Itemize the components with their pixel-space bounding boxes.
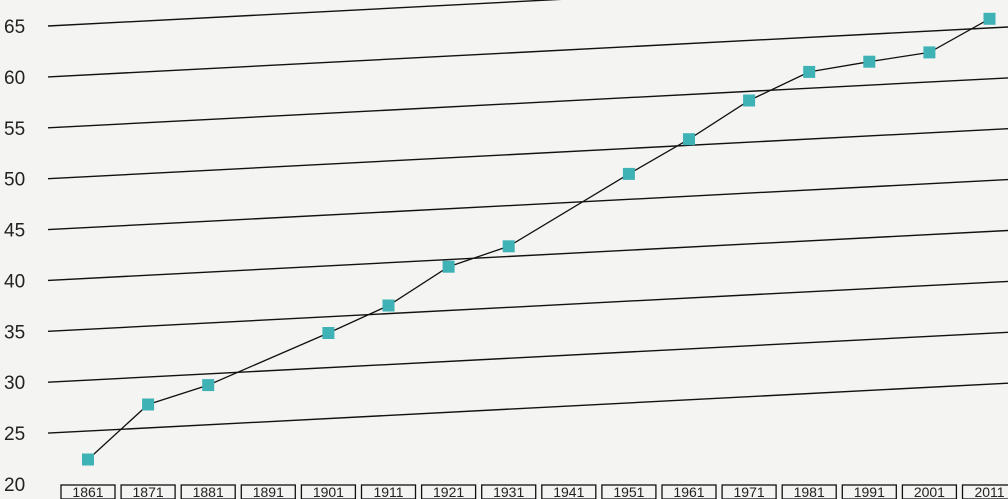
x-tick-label-1861: 1861 xyxy=(72,484,103,499)
x-tick-label-1931: 1931 xyxy=(493,484,524,499)
x-tick-label-2001: 2001 xyxy=(914,484,945,499)
grid-line-65 xyxy=(47,0,562,27)
y-tick-label-30: 30 xyxy=(4,373,25,394)
x-label-box-2011 xyxy=(961,484,1008,499)
grid-line-40 xyxy=(47,229,1008,282)
x-label-box-1911 xyxy=(360,484,417,499)
x-tick-label-1951: 1951 xyxy=(613,484,644,499)
data-point-1981 xyxy=(803,65,816,78)
data-point-1931 xyxy=(502,240,515,253)
grid-line-55 xyxy=(47,77,1008,129)
x-tick-label-1881: 1881 xyxy=(193,484,224,499)
data-point-1871 xyxy=(142,398,155,411)
data-point-2001 xyxy=(923,46,936,59)
x-tick-label-1991: 1991 xyxy=(854,484,885,499)
x-tick-label-1871: 1871 xyxy=(133,484,164,499)
y-tick-label-25: 25 xyxy=(4,424,25,445)
y-tick-label-65: 65 xyxy=(4,17,25,38)
x-label-box-1971 xyxy=(721,484,777,499)
data-point-1961 xyxy=(683,133,695,146)
x-label-box-1981 xyxy=(781,484,837,499)
x-label-box-1931 xyxy=(481,484,537,499)
y-tick-label-40: 40 xyxy=(4,271,25,292)
data-point-1921 xyxy=(442,260,455,273)
y-axis-ticks: 20 25 30 35 40 45 50 55 60 65 xyxy=(4,17,25,496)
data-point-1971 xyxy=(743,94,756,107)
x-label-box-1861 xyxy=(60,484,116,499)
x-label-box-1891 xyxy=(240,484,296,499)
x-axis-labels: 1861 1871 1881 1891 1901 1911 1921 1931 1941 1951… xyxy=(60,484,1008,499)
x-label-box-1901 xyxy=(300,484,357,499)
x-label-box-2001 xyxy=(901,484,958,499)
y-tick-label-50: 50 xyxy=(4,170,25,191)
x-tick-label-2011: 2011 xyxy=(974,484,1004,499)
grid-lines xyxy=(47,0,1008,434)
y-tick-label-35: 35 xyxy=(4,322,25,343)
data-point-1991 xyxy=(863,55,876,68)
grid-line-30 xyxy=(47,331,1008,383)
x-label-box-1951 xyxy=(601,484,657,499)
x-label-box-1921 xyxy=(420,484,477,499)
y-tick-label-45: 45 xyxy=(4,221,25,242)
series-line xyxy=(87,18,990,460)
series-markers xyxy=(82,12,996,466)
grid-line-50 xyxy=(47,128,1008,180)
x-tick-label-1971: 1971 xyxy=(734,484,765,499)
data-point-1951 xyxy=(622,167,635,180)
data-point-1861 xyxy=(82,453,94,466)
x-tick-label-1921: 1921 xyxy=(433,484,464,499)
grid-line-25 xyxy=(47,382,1008,434)
x-label-box-1871 xyxy=(120,484,176,499)
data-point-1901 xyxy=(322,327,335,339)
x-label-box-1881 xyxy=(180,484,236,499)
data-point-2011 xyxy=(983,12,996,25)
x-tick-label-1961: 1961 xyxy=(673,484,704,499)
series-line-0 xyxy=(87,18,990,460)
x-tick-label-1901: 1901 xyxy=(313,484,344,499)
x-tick-label-1981: 1981 xyxy=(794,484,825,499)
x-tick-label-1941: 1941 xyxy=(553,484,584,499)
data-point-1911 xyxy=(382,299,395,312)
x-label-box-1961 xyxy=(661,484,717,499)
y-tick-label-20: 20 xyxy=(4,475,25,496)
grid-line-35 xyxy=(47,280,1008,332)
x-tick-label-1911: 1911 xyxy=(373,484,403,499)
grid-line-45 xyxy=(47,178,1008,231)
y-tick-label-55: 55 xyxy=(4,119,25,140)
data-point-1881 xyxy=(202,379,215,392)
x-label-box-1941 xyxy=(541,484,597,499)
x-label-box-1991 xyxy=(841,484,897,499)
y-tick-label-60: 60 xyxy=(4,68,25,89)
x-tick-label-1891: 1891 xyxy=(253,484,284,499)
grid-line-60 xyxy=(47,26,1008,78)
